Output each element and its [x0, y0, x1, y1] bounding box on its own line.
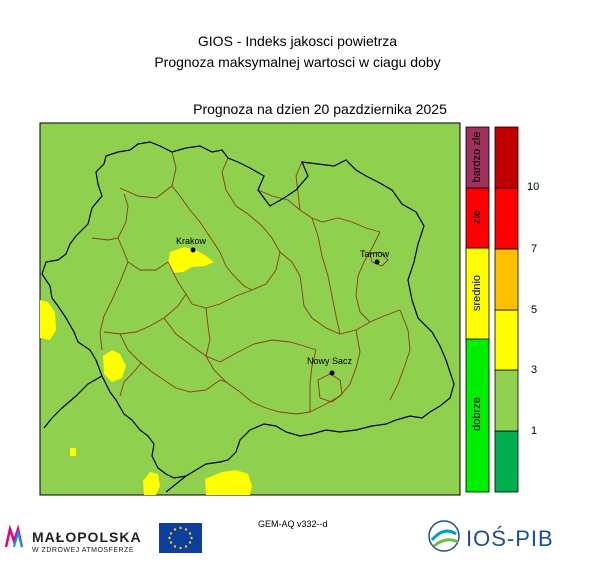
- city-label-tarnow: Tarnow: [360, 249, 390, 259]
- eu-life-logo: [159, 523, 202, 553]
- category-label-bardzo-zle: bardzo zle: [471, 131, 483, 183]
- eu-stars-icon: [168, 526, 193, 550]
- city-marker-tarnow: [374, 259, 380, 265]
- region-border: [41, 141, 455, 479]
- moderate-zone-west: [40, 300, 56, 340]
- city-krakow: Krakow: [176, 236, 207, 253]
- value-band-7-10: [494, 187, 519, 250]
- city-label-nowy-sacz: Nowy Sacz: [307, 356, 353, 366]
- value-tick-7: 7: [531, 243, 538, 255]
- value-tick-3: 3: [531, 364, 538, 376]
- category-label-zle: zle: [471, 209, 483, 225]
- ios-pib-logo-icon: [428, 520, 460, 552]
- value-tick-1: 1: [531, 425, 538, 437]
- moderate-zone-dot: [70, 448, 76, 456]
- value-band-0-1: [494, 430, 519, 493]
- moderate-zones: [40, 247, 252, 495]
- moderate-zone-southwest: [103, 350, 126, 382]
- value-band-5-7: [494, 248, 519, 311]
- city-marker-nowy-sacz: [329, 370, 335, 376]
- city-nowy-sacz: Nowy Sacz: [307, 356, 353, 376]
- moderate-zone-south-1: [143, 472, 160, 495]
- value-tick-10: 10: [527, 181, 540, 193]
- value-band-1-3: [494, 369, 519, 432]
- title-line-1: GIOS - Indeks jakosci powietrza: [197, 33, 398, 49]
- malopolska-logo-text: MAŁOPOLSKA: [32, 529, 142, 545]
- city-tarnow: Tarnow: [360, 249, 390, 265]
- category-legend: [465, 126, 490, 493]
- value-tick-5: 5: [531, 304, 538, 316]
- category-label-dobrze: dobrze: [471, 397, 483, 431]
- district-borders: [91, 151, 411, 415]
- forecast-date: Prognoza na dzien 20 pazdziernika 2025: [193, 101, 447, 117]
- city-label-krakow: Krakow: [176, 236, 207, 246]
- moderate-zone-south-2: [205, 470, 252, 495]
- moderate-zone-krakow: [168, 247, 214, 273]
- ios-pib-logo-text: IOŚ-PIB: [466, 526, 554, 551]
- category-bardzo-zle: [465, 126, 490, 189]
- south-border: [43, 375, 187, 493]
- title-line-2: Prognoza maksymalnej wartosci w ciagu do…: [154, 54, 441, 70]
- map-background: [39, 122, 461, 496]
- value-legend: [494, 126, 519, 493]
- malopolska-logo-icon: [4, 524, 24, 548]
- city-marker-krakow: [190, 247, 196, 253]
- value-band-3-5: [494, 309, 519, 371]
- model-version: GEM-AQ v332--d: [258, 519, 328, 529]
- value-band-10-plus: [494, 126, 519, 189]
- malopolska-logo-subtitle: W ZDROWEJ ATMOSFERZE: [32, 547, 135, 554]
- category-label-srednio: srednio: [471, 274, 483, 312]
